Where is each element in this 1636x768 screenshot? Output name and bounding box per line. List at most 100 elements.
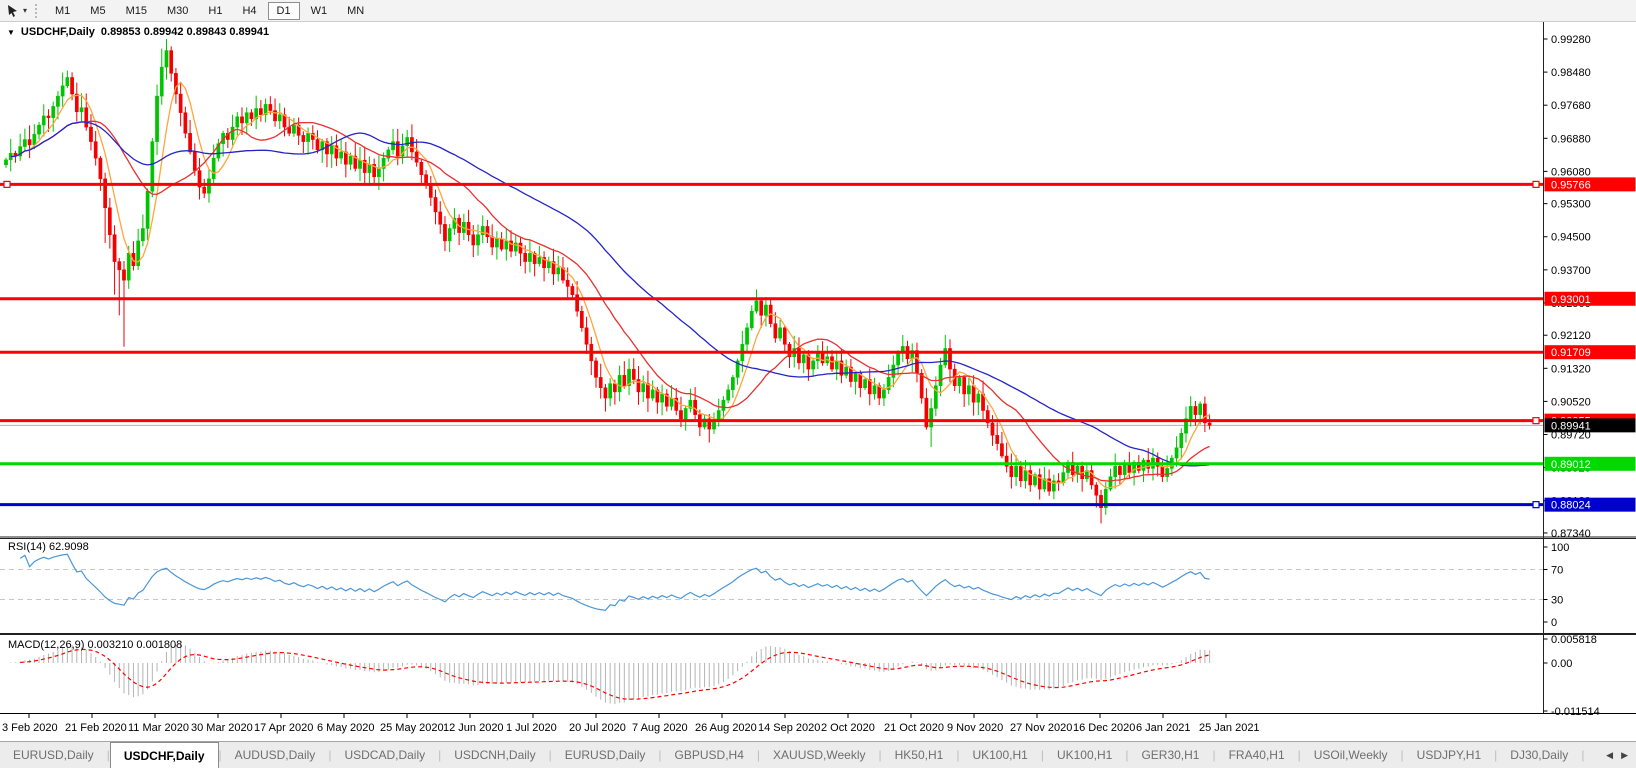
macd-panel [10,643,1211,705]
svg-text:17 Apr 2020: 17 Apr 2020 [254,722,313,734]
svg-text:2 Oct 2020: 2 Oct 2020 [821,722,875,734]
svg-text:0.88024: 0.88024 [1551,500,1591,512]
svg-text:0.89012: 0.89012 [1551,459,1591,471]
svg-text:0.90520: 0.90520 [1551,396,1591,408]
ma-line-slow [10,121,1210,467]
tf-button-h1[interactable]: H1 [208,4,223,17]
svg-text:27 Nov 2020: 27 Nov 2020 [1010,722,1072,734]
macd-indicator-label: MACD(12,26,9) 0.003210 0.001808 [8,639,183,651]
tf-button-w1[interactable]: W1 [310,4,328,17]
chart-symbol: USDCHF,Daily [20,26,95,38]
tab-separator: | [548,748,552,762]
tab-separator: | [658,748,662,762]
svg-text:1 Jul 2020: 1 Jul 2020 [506,722,557,734]
tab-separator: | [1581,748,1585,762]
timeframe-toolbar: ▾ M1 M5 M15 M30 H1 H4 D1 W1 MN [0,0,1636,22]
svg-text:30 Mar 2020: 30 Mar 2020 [191,722,253,734]
svg-text:0.95300: 0.95300 [1551,199,1591,211]
tab-usdcad-daily[interactable]: USDCAD,Daily [344,748,426,762]
svg-text:0.00: 0.00 [1551,658,1572,670]
tab-separator: | [1494,748,1498,762]
candles-layer [4,39,1212,524]
rsi-indicator-label: RSI(14) 62.9098 [8,541,89,553]
tab-usdchf-daily[interactable]: USDCHF,Daily [109,742,219,768]
svg-text:0.98480: 0.98480 [1551,67,1591,79]
tf-button-d1[interactable]: D1 [267,1,300,20]
tab-separator: | [1297,748,1301,762]
tab-usdcnh-daily[interactable]: USDCNH,Daily [454,748,536,762]
tab-separator: | [878,748,882,762]
tab-separator: | [756,748,761,762]
ohlc-high: 0.89942 [143,26,184,38]
svg-text:7 Aug 2020: 7 Aug 2020 [632,722,688,734]
main-price-panel [0,39,1543,524]
tab-usoil-weekly[interactable]: USOil,Weekly [1313,748,1388,762]
chart-tab-bar: EURUSD,Daily | USDCHF,Daily | AUDUSD,Daily | U… [0,741,1636,768]
svg-text:-0.011514: -0.011514 [1551,706,1600,718]
tab-ger30-h1[interactable]: GER30,H1 [1141,748,1200,762]
tf-button-mn[interactable]: MN [347,4,365,17]
svg-text:0.94500: 0.94500 [1551,232,1591,244]
svg-text:0.93001: 0.93001 [1551,294,1591,306]
ohlc-open: 0.89853 [100,26,141,38]
rsi-panel [0,553,1543,612]
price-axis: 0.99280 0.98480 0.97680 0.96880 0.96080 0.953… [1543,34,1636,718]
tf-button-m5[interactable]: M5 [90,4,106,17]
tab-separator: | [106,748,110,762]
tab-separator: | [1212,748,1216,762]
svg-text:3 Feb 2020: 3 Feb 2020 [2,722,58,734]
tab-xauusd-weekly[interactable]: XAUUSD,Weekly [773,748,866,762]
tool-dropdown-caret-icon[interactable]: ▾ [23,6,28,15]
tab-uk100-h1[interactable]: UK100,H1 [1056,748,1113,762]
ohlc-low: 0.89843 [186,26,227,38]
svg-text:0.91320: 0.91320 [1551,363,1591,375]
tab-eurusd-daily[interactable]: EURUSD,Daily [13,748,94,762]
svg-text:16 Dec 2020: 16 Dec 2020 [1073,722,1135,734]
svg-text:6 Jan 2021: 6 Jan 2021 [1136,722,1190,734]
svg-text:6 May 2020: 6 May 2020 [317,722,374,734]
svg-text:30: 30 [1551,595,1563,607]
tab-audusd-daily[interactable]: AUDUSD,Daily [234,748,316,762]
tf-button-h4[interactable]: H4 [242,4,257,17]
tf-button-m1[interactable]: M1 [55,4,71,17]
tab-fra40-h1[interactable]: FRA40,H1 [1228,748,1285,762]
tab-uk100-h1[interactable]: UK100,H1 [972,748,1028,762]
tf-button-m15[interactable]: M15 [125,4,147,17]
tab-separator: | [328,748,332,762]
date-axis: 3 Feb 2020 21 Feb 2020 11 Mar 2020 30 Mar 2… [2,713,1260,734]
svg-text:0.91709: 0.91709 [1551,347,1591,359]
chart-canvas[interactable]: 0.99280 0.98480 0.97680 0.96880 0.96080 0.953… [0,0,1636,742]
svg-text:11 Mar 2020: 11 Mar 2020 [128,722,189,734]
tab-dj30-daily[interactable]: DJ30,Daily [1510,748,1569,762]
svg-text:25 Jan 2021: 25 Jan 2021 [1199,722,1260,734]
tab-hk50-h1[interactable]: HK50,H1 [894,748,944,762]
svg-text:21 Oct 2020: 21 Oct 2020 [884,722,944,734]
tabs-scroll-right-button[interactable]: ▶ [1621,750,1628,760]
svg-text:20 Jul 2020: 20 Jul 2020 [569,722,626,734]
tab-separator: | [1040,748,1044,762]
tab-gbpusd-h4[interactable]: GBPUSD,H4 [674,748,744,762]
macd-signal-line [20,648,1210,700]
svg-text:25 May 2020: 25 May 2020 [380,722,444,734]
toolbar-grip[interactable] [35,3,38,18]
svg-text:0.89720: 0.89720 [1551,429,1591,441]
tf-button-m30[interactable]: M30 [166,4,189,17]
svg-text:0.95766: 0.95766 [1551,179,1591,191]
rsi-line [19,553,1210,612]
crosshair-cursor-icon[interactable] [4,3,22,19]
ohlc-close: 0.89941 [229,26,270,38]
chart-collapse-arrow-icon[interactable]: ▼ [7,27,15,37]
tab-eurusd-daily[interactable]: EURUSD,Daily [564,748,646,762]
svg-text:70: 70 [1551,565,1563,577]
svg-text:26 Aug 2020: 26 Aug 2020 [695,722,757,734]
svg-text:0.96880: 0.96880 [1551,133,1591,145]
tab-usdjpy-h1[interactable]: USDJPY,H1 [1416,748,1482,762]
svg-text:0: 0 [1551,617,1557,629]
chart-title: ▼ USDCHF,Daily 0.89853 0.89942 0.89843 0… [7,26,269,38]
svg-text:21 Feb 2020: 21 Feb 2020 [65,722,127,734]
svg-text:0.97680: 0.97680 [1551,100,1591,112]
svg-text:0.89941: 0.89941 [1551,420,1591,432]
ma-line-medium [10,120,1210,482]
tabs-scroll-left-button[interactable]: ◀ [1606,750,1614,760]
